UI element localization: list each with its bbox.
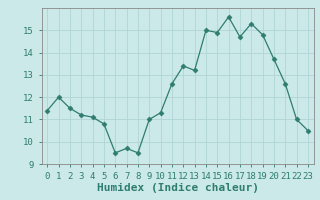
X-axis label: Humidex (Indice chaleur): Humidex (Indice chaleur) bbox=[97, 183, 259, 193]
